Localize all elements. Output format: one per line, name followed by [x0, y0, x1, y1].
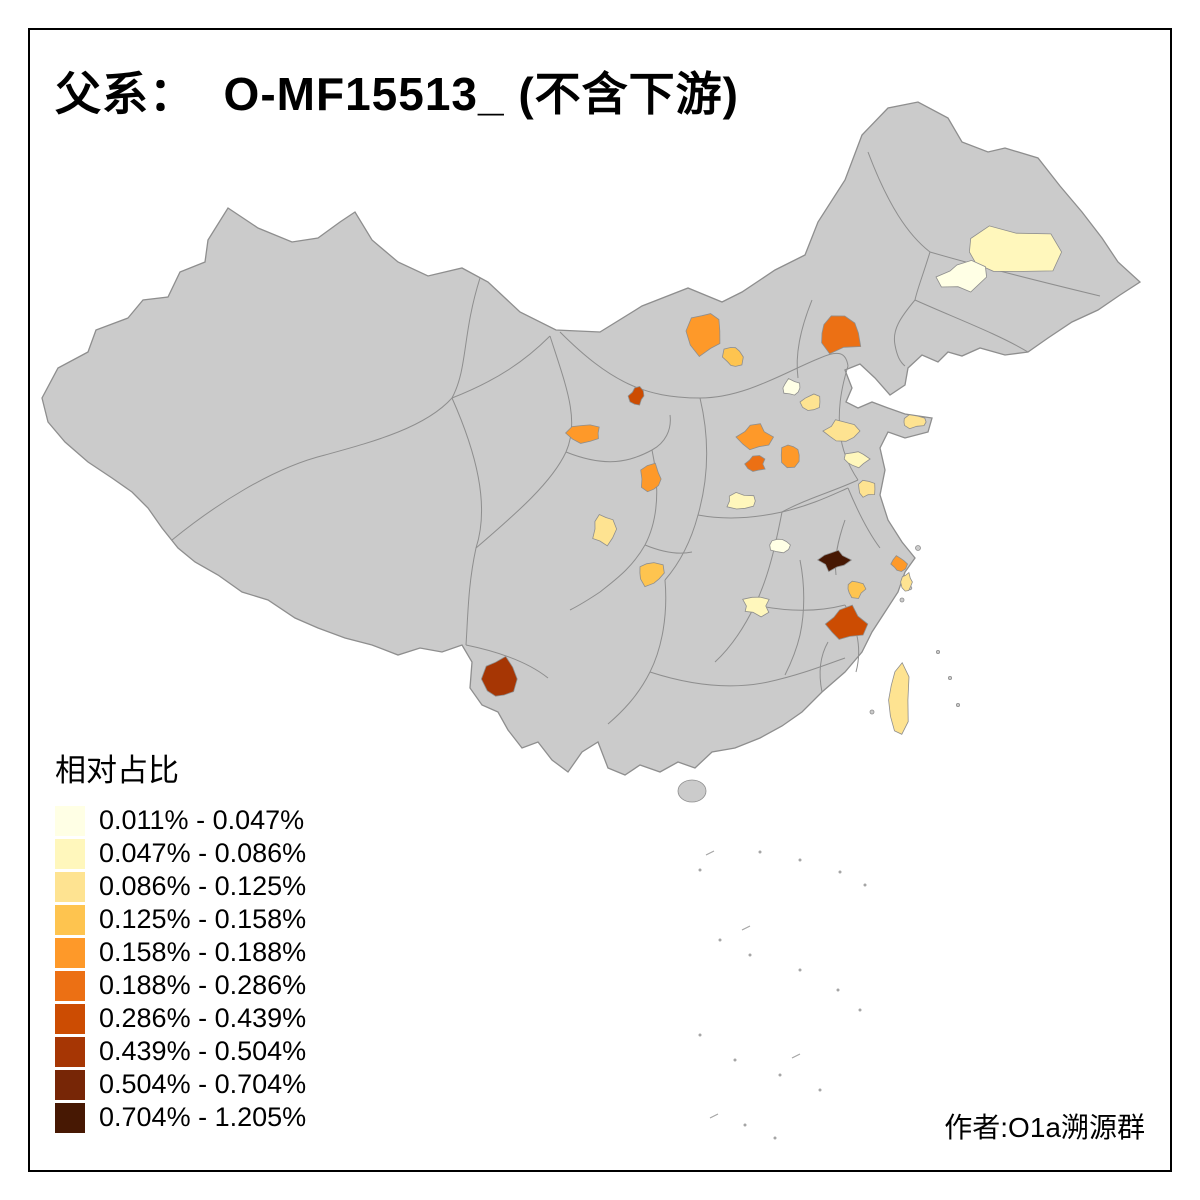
legend-item: 0.047% - 0.086% — [55, 837, 306, 870]
legend-range-label: 0.047% - 0.086% — [99, 838, 307, 868]
legend-range-label: 0.704% - 1.205% — [99, 1102, 307, 1132]
legend-range-label: 0.188% - 0.286% — [99, 970, 307, 1000]
legend-range-label: 0.439% - 0.504% — [99, 1036, 307, 1066]
map-region — [935, 259, 988, 293]
legend-swatch — [55, 1003, 85, 1034]
map-region — [782, 377, 801, 396]
legend-range-label: 0.011% - 0.047% — [99, 805, 305, 835]
legend-range-label: 0.504% - 0.704% — [99, 1069, 307, 1099]
legend-item: 0.704% - 1.205% — [55, 1101, 306, 1134]
author-credit: 作者:O1a溯源群 — [944, 1112, 1145, 1143]
map-region — [769, 538, 791, 554]
legend-swatch — [55, 1036, 85, 1067]
legend-item: 0.439% - 0.504% — [55, 1035, 306, 1068]
map-region — [858, 479, 876, 498]
legend-item: 0.158% - 0.188% — [55, 936, 306, 969]
map-region — [900, 571, 913, 592]
map-region — [627, 386, 645, 406]
legend-item: 0.286% - 0.439% — [55, 1002, 306, 1035]
map-region — [480, 655, 518, 697]
map-region — [816, 549, 853, 573]
legend-items: 0.011% - 0.047% 0.047% - 0.086% 0.086% - 0… — [55, 804, 306, 1134]
hainan-island — [677, 779, 707, 803]
map-region — [726, 491, 756, 510]
legend-swatch — [55, 1069, 85, 1100]
map-region — [847, 580, 867, 599]
map-region — [780, 444, 800, 469]
legend-item: 0.504% - 0.704% — [55, 1068, 306, 1101]
map-region — [799, 393, 821, 411]
map-region — [640, 462, 662, 493]
legend-swatch — [55, 838, 85, 869]
map-region — [639, 562, 665, 588]
legend: 相对占比 0.011% - 0.047% 0.047% - 0.086% 0.086… — [55, 745, 306, 1134]
legend-swatch — [55, 805, 85, 836]
legend-swatch — [55, 904, 85, 935]
map-region — [744, 455, 766, 472]
map-title: 父系： O-MF15513_ (不含下游) — [55, 68, 739, 120]
map-region — [903, 414, 927, 430]
map-region — [592, 513, 618, 547]
map-region — [685, 313, 721, 358]
legend-range-label: 0.158% - 0.188% — [99, 937, 307, 967]
legend-range-label: 0.125% - 0.158% — [99, 904, 307, 934]
map-region — [822, 419, 861, 442]
map-region — [888, 661, 910, 735]
legend-item: 0.011% - 0.047% — [55, 804, 306, 837]
legend-item: 0.188% - 0.286% — [55, 969, 306, 1002]
legend-swatch — [55, 1102, 85, 1133]
map-region — [824, 604, 869, 640]
map-region — [890, 555, 908, 572]
legend-range-label: 0.286% - 0.439% — [99, 1003, 307, 1033]
legend-item: 0.125% - 0.158% — [55, 903, 306, 936]
map-region — [742, 596, 770, 618]
map-region — [735, 423, 775, 451]
legend-range-label: 0.086% - 0.125% — [99, 871, 307, 901]
map-region — [565, 424, 600, 444]
legend-title: 相对占比 — [55, 753, 179, 788]
map-region — [721, 347, 744, 367]
legend-item: 0.086% - 0.125% — [55, 870, 306, 903]
map-region — [968, 225, 1063, 272]
south-china-sea-marks — [698, 850, 867, 1140]
legend-swatch — [55, 970, 85, 1001]
map-region — [821, 315, 862, 355]
legend-swatch — [55, 937, 85, 968]
map-region — [843, 451, 871, 469]
legend-swatch — [55, 871, 85, 902]
colored-regions — [480, 225, 1063, 735]
